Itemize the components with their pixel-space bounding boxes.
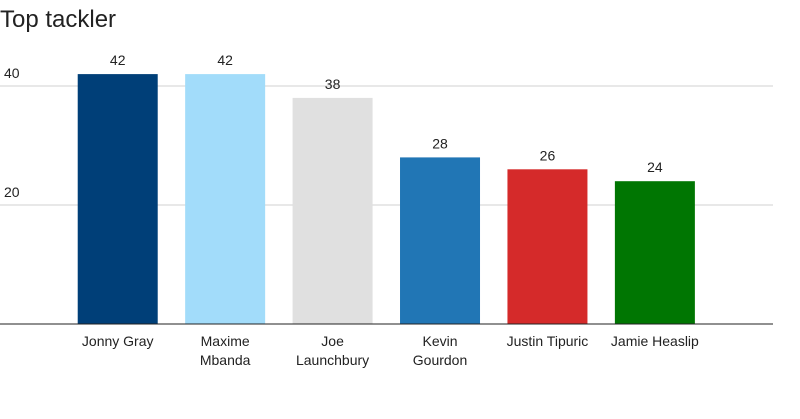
bar bbox=[400, 157, 481, 324]
x-tick-label: Kevin Gourdon bbox=[413, 333, 467, 368]
value-label: 42 bbox=[110, 52, 126, 68]
value-label: 42 bbox=[217, 52, 233, 68]
value-label: 38 bbox=[325, 76, 341, 92]
bar bbox=[77, 74, 158, 324]
y-tick-label: 40 bbox=[4, 65, 20, 81]
x-tick-label: Maxime Mbanda bbox=[200, 333, 251, 368]
x-tick-label: Jonny Gray bbox=[82, 333, 154, 349]
y-tick-label: 20 bbox=[4, 184, 20, 200]
bar bbox=[292, 97, 373, 325]
bar bbox=[185, 74, 266, 324]
bar bbox=[614, 181, 695, 324]
value-label: 28 bbox=[432, 135, 448, 151]
value-label: 26 bbox=[540, 147, 556, 163]
x-tick-label: Justin Tipuric bbox=[507, 333, 589, 349]
chart-title: Top tackler bbox=[0, 6, 116, 33]
x-tick-label: Jamie Heaslip bbox=[611, 333, 699, 349]
bar bbox=[507, 169, 588, 324]
value-label: 24 bbox=[647, 159, 663, 175]
x-tick-label: Joe Launchbury bbox=[296, 333, 369, 368]
